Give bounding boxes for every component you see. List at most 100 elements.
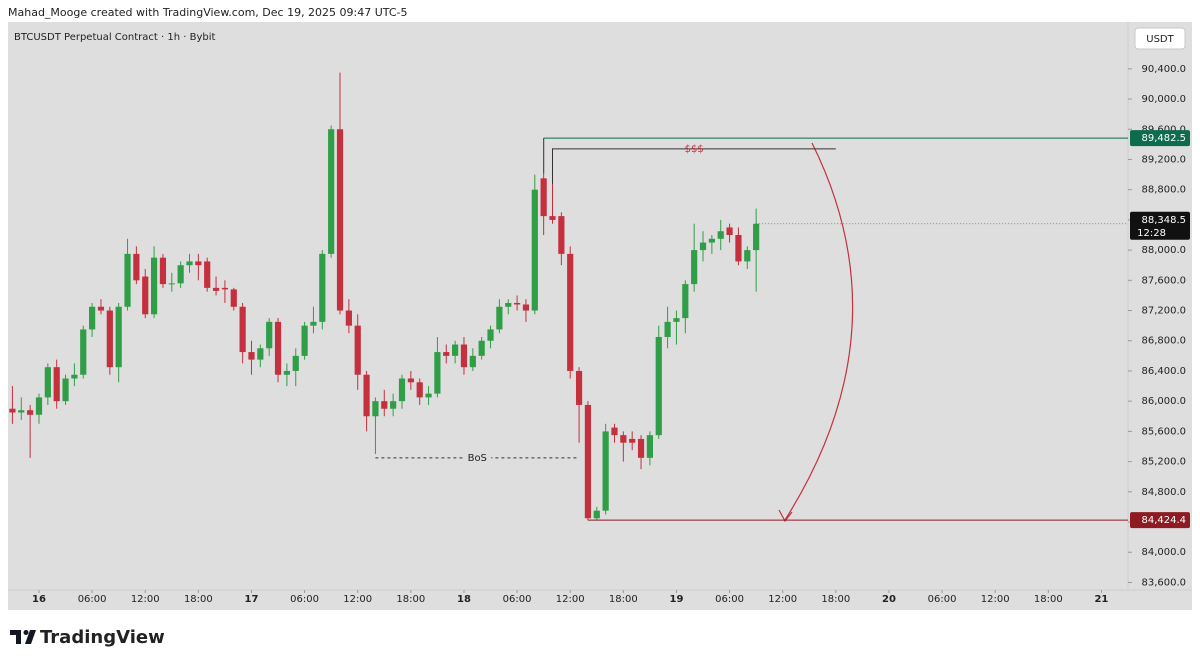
candle-body <box>239 306 246 353</box>
candle-body <box>629 438 636 443</box>
candle-body <box>35 397 43 415</box>
candle-body <box>602 431 609 511</box>
candle-body <box>372 401 379 417</box>
candle-body <box>584 404 592 519</box>
candle-body <box>540 178 547 217</box>
candle-body <box>699 242 707 251</box>
candle-body <box>655 336 662 436</box>
candle-body <box>567 253 574 371</box>
candle-body <box>257 348 264 360</box>
candle-body <box>97 306 105 311</box>
logo-part <box>25 630 36 644</box>
x-tick-label: 18:00 <box>821 594 850 605</box>
candle-body <box>266 321 273 349</box>
x-tick-label: 18:00 <box>609 594 638 605</box>
candle-body <box>664 321 671 337</box>
candle-body <box>195 261 202 266</box>
x-tick-label: 12:00 <box>768 594 797 605</box>
candle-body <box>487 329 494 341</box>
candle-body <box>717 231 724 239</box>
candle-body <box>53 367 60 402</box>
x-tick-label: 06:00 <box>503 594 532 605</box>
candle-body <box>168 283 175 285</box>
y-tick-label: 85,600.0 <box>1141 426 1186 437</box>
candle-body <box>106 310 113 368</box>
candle-body <box>443 352 450 356</box>
candle-body <box>283 370 290 375</box>
candle-body <box>319 253 326 322</box>
y-tick-label: 86,800.0 <box>1141 336 1186 347</box>
logo-part <box>23 630 29 635</box>
candle-body <box>469 355 476 368</box>
x-tick-label: 06:00 <box>290 594 319 605</box>
candle-body <box>292 355 299 371</box>
candle-body <box>673 318 680 322</box>
price-label: 84,424.4 <box>1141 515 1186 526</box>
candle-body <box>531 189 538 311</box>
candle-body <box>390 401 397 409</box>
candle-body <box>230 289 237 307</box>
candle-body <box>221 287 229 290</box>
candle-body <box>301 325 308 356</box>
x-tick-label: 12:00 <box>131 594 160 605</box>
liquidity-label: $$$ <box>685 144 704 155</box>
candle-body <box>9 408 16 413</box>
x-tick-label: 06:00 <box>928 594 957 605</box>
candle-body <box>425 393 432 398</box>
candle-body <box>708 238 715 243</box>
y-tick-label: 84,000.0 <box>1141 547 1186 558</box>
candle-body <box>398 378 406 402</box>
y-tick-label: 87,600.0 <box>1141 275 1186 286</box>
brand: TradingView <box>40 627 165 648</box>
candle-body <box>328 129 335 254</box>
candle-body <box>124 253 131 307</box>
y-tick-label: 90,400.0 <box>1141 64 1186 75</box>
candle-body <box>735 235 742 262</box>
candle-body <box>89 306 96 330</box>
y-tick-label: 89,200.0 <box>1141 154 1186 165</box>
y-tick-label: 90,000.0 <box>1141 94 1186 105</box>
candle-body <box>71 374 78 379</box>
x-tick-label: 06:00 <box>78 594 107 605</box>
candle-body <box>27 410 34 415</box>
projection-arrow <box>784 142 854 521</box>
arrow-head <box>778 509 793 523</box>
candle-body <box>753 223 760 251</box>
candle-body <box>522 304 530 311</box>
candle-body <box>274 321 282 375</box>
price-label: 89,482.5 <box>1141 133 1186 144</box>
currency-box <box>1134 27 1186 50</box>
candle-body <box>744 250 751 262</box>
candle-body <box>80 329 87 375</box>
candle-body <box>44 367 51 398</box>
candle-body <box>177 265 184 284</box>
candle-body <box>62 378 69 402</box>
candle-body <box>611 427 618 436</box>
candle-body <box>186 261 193 266</box>
x-tick-label: 17 <box>245 594 259 605</box>
x-tick-label: 16 <box>32 594 46 605</box>
candle-body <box>513 302 521 305</box>
last-price-label: 88,348.5 <box>1141 215 1186 226</box>
x-tick-label: 18 <box>457 594 471 605</box>
candle-body <box>593 510 600 519</box>
candle-body <box>407 378 414 383</box>
x-tick-label: 18:00 <box>396 594 425 605</box>
candle-body <box>620 435 627 443</box>
candle-body <box>159 257 167 285</box>
candle-body <box>460 344 468 368</box>
candle-body <box>18 410 25 413</box>
brand-logo <box>10 630 36 644</box>
y-tick-label: 86,400.0 <box>1141 366 1186 377</box>
candle-body <box>310 321 317 326</box>
x-tick-label: 20 <box>882 594 896 605</box>
chart-title: BTCUSDT Perpetual Contract · 1h · Bybit <box>14 32 215 43</box>
last-price-bg <box>1130 211 1190 240</box>
candle-body <box>575 370 583 405</box>
chart-background <box>8 22 1192 610</box>
candle-body <box>726 227 733 235</box>
y-tick-label: 84,800.0 <box>1141 487 1186 498</box>
candle-body <box>363 374 370 417</box>
candle-body <box>204 261 211 288</box>
